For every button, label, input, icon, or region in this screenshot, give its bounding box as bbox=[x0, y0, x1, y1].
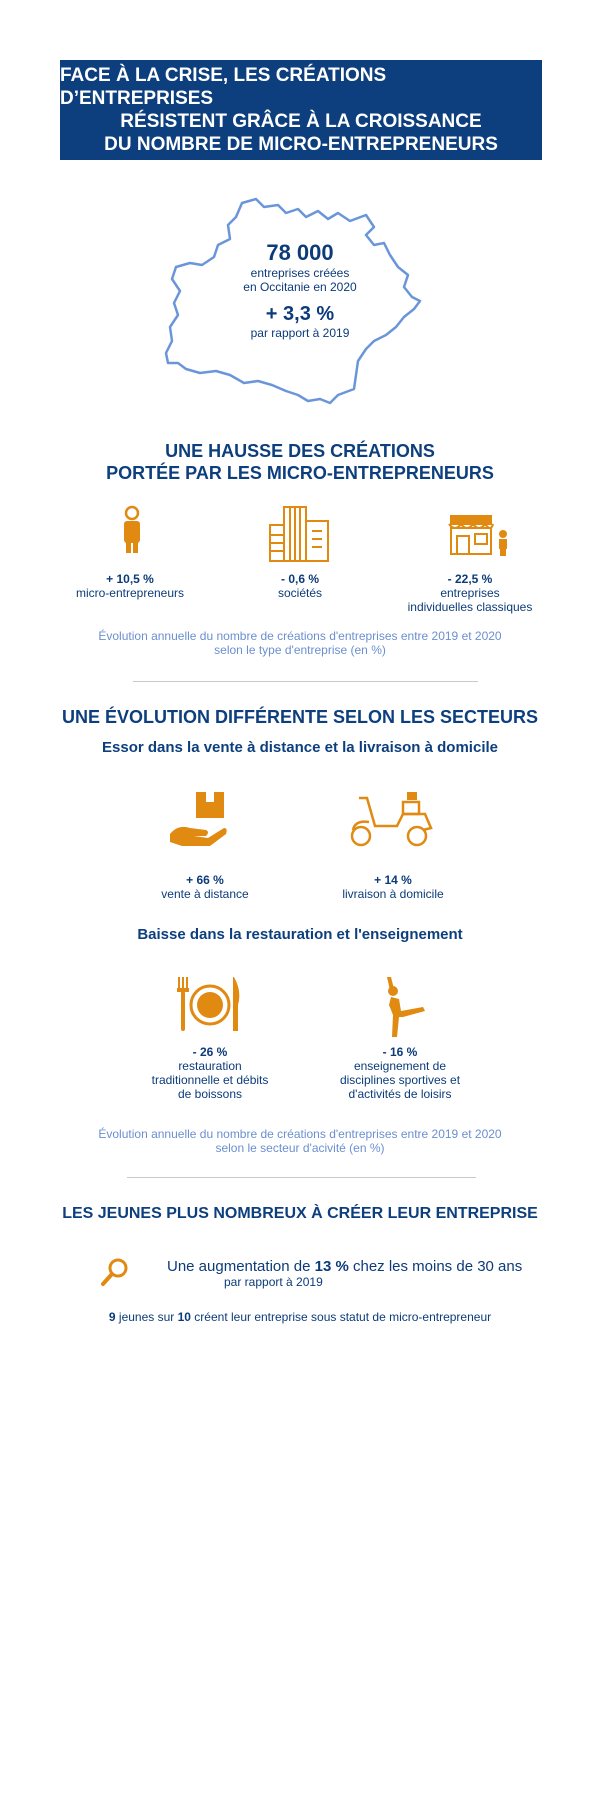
section2-note-line-1: Évolution annuelle du nombre de création… bbox=[98, 1127, 502, 1141]
youth-increase-prefix: Une augmentation de bbox=[167, 1258, 315, 1275]
stat-label: sociétés bbox=[277, 586, 323, 600]
divider bbox=[133, 681, 478, 682]
banner-line-2: RÉSISTENT GRÂCE À LA CROISSANCE bbox=[120, 111, 482, 132]
stat-enseignement: - 16 % enseignement de disciplines sport… bbox=[320, 1045, 480, 1101]
stat-restauration: - 26 % restauration traditionnelle et dé… bbox=[130, 1045, 290, 1101]
stat-value: + 14 % bbox=[374, 873, 412, 887]
office-building-icon bbox=[269, 506, 329, 562]
total-creations-value: 78 000 bbox=[266, 240, 334, 265]
stat-value: - 16 % bbox=[382, 1045, 418, 1059]
divider bbox=[127, 1177, 476, 1178]
occitanie-map-outline bbox=[164, 197, 422, 405]
stat-micro-entrepreneurs: + 10,5 % micro-entrepreneurs bbox=[55, 572, 205, 600]
yoga-pose-icon bbox=[387, 977, 425, 1037]
stat-label: vente à distance bbox=[161, 887, 249, 901]
banner-line-3: DU NOMBRE DE MICRO-ENTREPRENEURS bbox=[104, 134, 498, 155]
person-icon bbox=[124, 505, 140, 553]
stat-value: - 22,5 % bbox=[447, 572, 493, 586]
total-creations-label-1: entreprises créées bbox=[250, 266, 350, 280]
stat-label-line-2: individuelles classiques bbox=[407, 600, 533, 614]
youth-micro-line: 9 jeunes sur 10 créent leur entreprise s… bbox=[0, 1310, 600, 1324]
section2-note-line-2: selon le secteur d'acivité (en %) bbox=[215, 1141, 385, 1155]
youth-count: 9 bbox=[108, 1310, 116, 1324]
stat-label-line-3: d'activités de loisirs bbox=[348, 1087, 452, 1101]
section1-title-line-2: PORTÉE PAR LES MICRO-ENTREPRENEURS bbox=[106, 463, 494, 483]
map-stats: 78 000 entreprises créées en Occitanie e… bbox=[200, 240, 400, 340]
stat-label-line-1: restauration bbox=[178, 1059, 242, 1073]
section2-subtitle-decline: Baisse dans la restauration et l'enseign… bbox=[137, 926, 463, 943]
youth-increase-sub: par rapport à 2019 bbox=[224, 1275, 323, 1289]
stat-label-line-1: entreprises bbox=[440, 586, 500, 600]
youth-text-1: jeunes sur bbox=[115, 1310, 178, 1324]
stat-value: + 10,5 % bbox=[106, 572, 154, 586]
section1-note-line-2: selon le type d'entreprise (en %) bbox=[214, 643, 386, 657]
stat-livraison-a-domicile: + 14 % livraison à domicile bbox=[318, 873, 468, 901]
plate-fork-knife-icon bbox=[177, 977, 240, 1031]
section1-note-line-1: Évolution annuelle du nombre de création… bbox=[98, 629, 502, 643]
stat-label: micro-entrepreneurs bbox=[75, 586, 185, 600]
youth-increase-value: 13 % bbox=[314, 1258, 349, 1275]
title-banner: FACE À LA CRISE, LES CRÉATIONS D’ENTREPR… bbox=[60, 60, 542, 160]
shop-with-person-icon bbox=[448, 515, 507, 556]
stat-label: livraison à domicile bbox=[342, 887, 444, 901]
section2-title: UNE ÉVOLUTION DIFFÉRENTE SELON LES SECTE… bbox=[61, 707, 539, 727]
youth-text-2: créent leur entreprise sous statut de mi… bbox=[190, 1310, 492, 1324]
youth-increase-suffix: chez les moins de 30 ans bbox=[348, 1258, 523, 1275]
youth-increase-line: Une augmentation de 13 % chez les moins … bbox=[167, 1258, 522, 1275]
stat-value: - 0,6 % bbox=[280, 572, 319, 586]
change-value: + 3,3 % bbox=[265, 303, 335, 325]
stat-label-line-2: traditionnelle et débits bbox=[151, 1073, 269, 1087]
hand-with-parcel-icon bbox=[170, 792, 227, 846]
youth-total: 10 bbox=[177, 1310, 191, 1324]
change-label: par rapport à 2019 bbox=[250, 326, 350, 340]
stat-entreprises-individuelles: - 22,5 % entreprises individuelles class… bbox=[390, 572, 550, 614]
stat-label-line-3: de boissons bbox=[177, 1087, 243, 1101]
stat-label-line-2: disciplines sportives et bbox=[339, 1073, 461, 1087]
section2-subtitle-growth: Essor dans la vente à distance et la liv… bbox=[102, 739, 498, 756]
section1-note: Évolution annuelle du nombre de création… bbox=[0, 629, 600, 657]
stat-value: - 26 % bbox=[192, 1045, 228, 1059]
total-creations-label-2: en Occitanie en 2020 bbox=[243, 280, 357, 294]
stat-label-line-1: enseignement de bbox=[353, 1059, 447, 1073]
magnifier-icon bbox=[101, 1258, 128, 1286]
section1-title: UNE HAUSSE DES CRÉATIONS PORTÉE PAR LES … bbox=[0, 440, 600, 484]
section2-note: Évolution annuelle du nombre de création… bbox=[0, 1127, 600, 1155]
stat-value: + 66 % bbox=[186, 873, 224, 887]
section1-title-line-1: UNE HAUSSE DES CRÉATIONS bbox=[165, 441, 435, 461]
banner-line-1: FACE À LA CRISE, LES CRÉATIONS D’ENTREPR… bbox=[60, 65, 387, 109]
stat-vente-a-distance: + 66 % vente à distance bbox=[130, 873, 280, 901]
section3-title: LES JEUNES PLUS NOMBREUX À CRÉER LEUR EN… bbox=[62, 1205, 538, 1222]
stat-societes: - 0,6 % sociétés bbox=[225, 572, 375, 600]
delivery-scooter-icon bbox=[350, 792, 433, 847]
